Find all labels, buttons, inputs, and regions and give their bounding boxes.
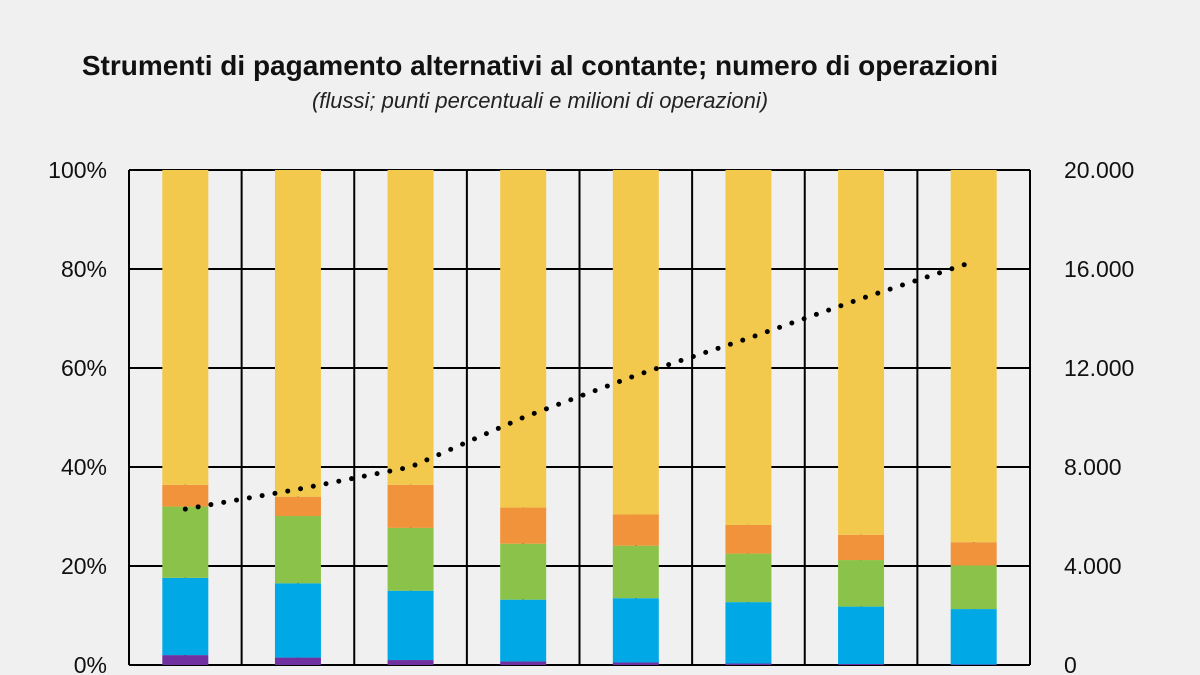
chart-title: Strumenti di pagamento alternativi al co… <box>81 50 999 81</box>
y-right-tick-label: 4.000 <box>1064 553 1122 579</box>
bar-segment-2-5 <box>725 553 772 603</box>
bar-segment-0-0 <box>162 655 209 665</box>
bar-segment-3-5 <box>725 524 772 554</box>
bar-segment-0-2 <box>387 660 434 665</box>
bar-segment-2-6 <box>838 560 885 607</box>
dotted-line-series <box>182 259 977 512</box>
bar-segment-4-1 <box>274 170 321 497</box>
bar-segment-2-2 <box>387 527 434 591</box>
y-right-tick-label: 8.000 <box>1064 454 1122 480</box>
bar-segment-2-1 <box>274 516 321 584</box>
bar-segment-3-2 <box>387 484 434 528</box>
bar-segment-1-2 <box>387 590 434 661</box>
bar-segment-1-3 <box>500 599 547 662</box>
bar-segment-4-0 <box>162 170 209 485</box>
bar-segment-3-3 <box>500 507 547 544</box>
bar-segment-4-7 <box>950 170 997 543</box>
bar-segment-0-1 <box>274 657 321 665</box>
y-right-tick-label: 0 <box>1064 652 1077 675</box>
bar-segment-4-4 <box>612 170 659 515</box>
bar-segment-3-1 <box>274 496 321 517</box>
bar-segment-1-0 <box>162 577 209 656</box>
bar-segment-1-4 <box>612 598 659 663</box>
bar-segment-4-6 <box>838 170 885 535</box>
y-left-tick-label: 60% <box>61 355 107 381</box>
y-left-tick-label: 80% <box>61 256 107 282</box>
bar-segment-4-5 <box>725 170 772 525</box>
bar-segment-3-0 <box>162 484 209 507</box>
bar-segment-2-7 <box>950 565 997 610</box>
bar-segment-3-7 <box>950 542 997 566</box>
bar-segment-1-5 <box>725 602 772 664</box>
bar-segment-1-6 <box>838 606 885 665</box>
y-left-tick-label: 20% <box>61 553 107 579</box>
bar-segment-1-1 <box>274 583 321 658</box>
bar-segment-0-4 <box>612 662 659 665</box>
chart-subtitle: (flussi; punti percentuali e milioni di … <box>311 88 769 113</box>
bar-segment-0-5 <box>725 663 772 665</box>
bar-segment-2-0 <box>162 506 209 578</box>
bar-segment-2-3 <box>500 543 547 600</box>
y-left-tick-label: 40% <box>61 454 107 480</box>
bar-segment-3-4 <box>612 514 659 546</box>
bar-segment-2-4 <box>612 545 659 599</box>
y-right-tick-label: 16.000 <box>1064 256 1134 282</box>
bar-segment-0-3 <box>500 661 547 665</box>
y-left-tick-label: 100% <box>48 157 107 183</box>
y-right-tick-label: 12.000 <box>1064 355 1134 381</box>
y-left-tick-label: 0% <box>74 652 107 675</box>
bar-segment-0-6 <box>838 664 885 665</box>
y-right-tick-label: 20.000 <box>1064 157 1134 183</box>
bar-segment-4-2 <box>387 170 434 485</box>
bar-segment-1-7 <box>950 609 997 665</box>
bar-segment-4-3 <box>500 170 547 508</box>
bar-segment-3-6 <box>838 534 885 561</box>
